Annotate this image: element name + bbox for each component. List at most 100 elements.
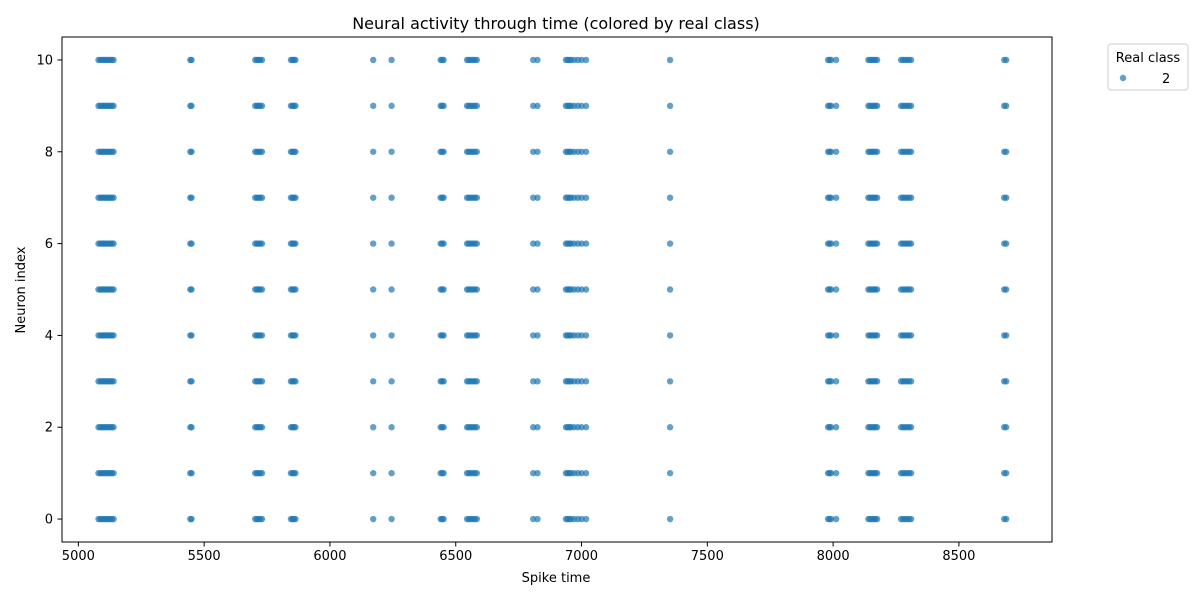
data-point (534, 378, 541, 385)
data-point (258, 286, 266, 293)
data-point (388, 102, 395, 110)
data-point (110, 286, 117, 293)
data-point (534, 332, 541, 339)
data-point (370, 194, 377, 201)
legend-title: Real class (1116, 51, 1181, 66)
data-point (1003, 194, 1010, 201)
data-point (188, 240, 195, 247)
data-point (666, 240, 674, 247)
data-point (827, 286, 835, 293)
data-point (110, 378, 117, 385)
data-point (578, 469, 585, 477)
data-point (1003, 286, 1010, 293)
data-point (388, 240, 395, 247)
data-point (188, 148, 195, 155)
data-point (534, 56, 541, 64)
x-tick-label: 5500 (188, 549, 221, 564)
data-point (473, 469, 481, 477)
data-point (582, 286, 590, 293)
data-point (582, 194, 590, 201)
data-point (582, 56, 590, 64)
data-point (827, 148, 835, 155)
x-tick-label: 8000 (817, 549, 850, 564)
data-point (907, 286, 915, 293)
data-point (907, 515, 915, 523)
data-point (827, 424, 835, 431)
data-point (258, 240, 266, 247)
data-point (292, 148, 299, 155)
data-point (666, 194, 674, 201)
data-point (582, 469, 590, 477)
data-point (873, 378, 881, 385)
data-point (388, 194, 395, 201)
data-point (1003, 378, 1010, 385)
data-point (110, 469, 117, 477)
data-point (370, 332, 377, 339)
data-point (832, 515, 840, 523)
data-point (907, 469, 915, 477)
data-point (110, 102, 117, 110)
data-point (370, 378, 377, 385)
data-point (534, 515, 541, 523)
data-point (666, 515, 674, 523)
data-point (473, 332, 481, 339)
x-tick-label: 6000 (313, 549, 346, 564)
data-point (188, 286, 195, 293)
data-point (827, 56, 835, 64)
data-point (907, 194, 915, 201)
data-point (873, 515, 881, 523)
data-point (110, 240, 117, 247)
data-point (258, 378, 266, 385)
data-point (832, 286, 840, 293)
data-point (188, 194, 195, 201)
data-point (873, 240, 881, 247)
data-point (666, 148, 674, 155)
data-point (832, 469, 840, 477)
data-point (188, 515, 195, 523)
data-point (388, 148, 395, 155)
data-point (370, 469, 377, 477)
data-point (292, 515, 299, 523)
data-point (827, 378, 835, 385)
data-point (440, 332, 447, 339)
data-point (370, 148, 377, 155)
data-point (907, 332, 915, 339)
data-point (666, 286, 674, 293)
data-point (110, 56, 117, 64)
data-point (440, 194, 447, 201)
x-axis-ticks: 5000 5500 6000 6500 7000 7500 8000 8500 (62, 542, 975, 564)
data-point (370, 424, 377, 431)
data-point (578, 286, 585, 293)
chart-title: Neural activity through time (colored by… (352, 14, 760, 33)
data-point (827, 194, 835, 201)
data-point (292, 102, 299, 110)
data-point (578, 148, 585, 155)
data-point (388, 515, 395, 523)
data-point (873, 332, 881, 339)
y-axis-label: Neuron index (14, 246, 29, 333)
data-point (370, 56, 377, 64)
data-point (534, 424, 541, 431)
data-point (110, 194, 117, 201)
data-point (907, 102, 915, 110)
data-point (832, 102, 840, 110)
data-point (473, 424, 481, 431)
data-point (440, 56, 447, 64)
data-point (832, 332, 840, 339)
data-point (1003, 515, 1010, 523)
data-point (534, 286, 541, 293)
data-point (258, 194, 266, 201)
data-point (582, 332, 590, 339)
data-point (473, 56, 481, 64)
data-point (258, 332, 266, 339)
data-point (907, 148, 915, 155)
data-point (110, 332, 117, 339)
data-point (370, 286, 377, 293)
data-point (666, 332, 674, 339)
x-axis-label: Spike time (522, 571, 591, 586)
data-point (188, 102, 195, 110)
data-point (388, 332, 395, 339)
data-point (534, 194, 541, 201)
y-tick-label: 6 (45, 237, 53, 252)
